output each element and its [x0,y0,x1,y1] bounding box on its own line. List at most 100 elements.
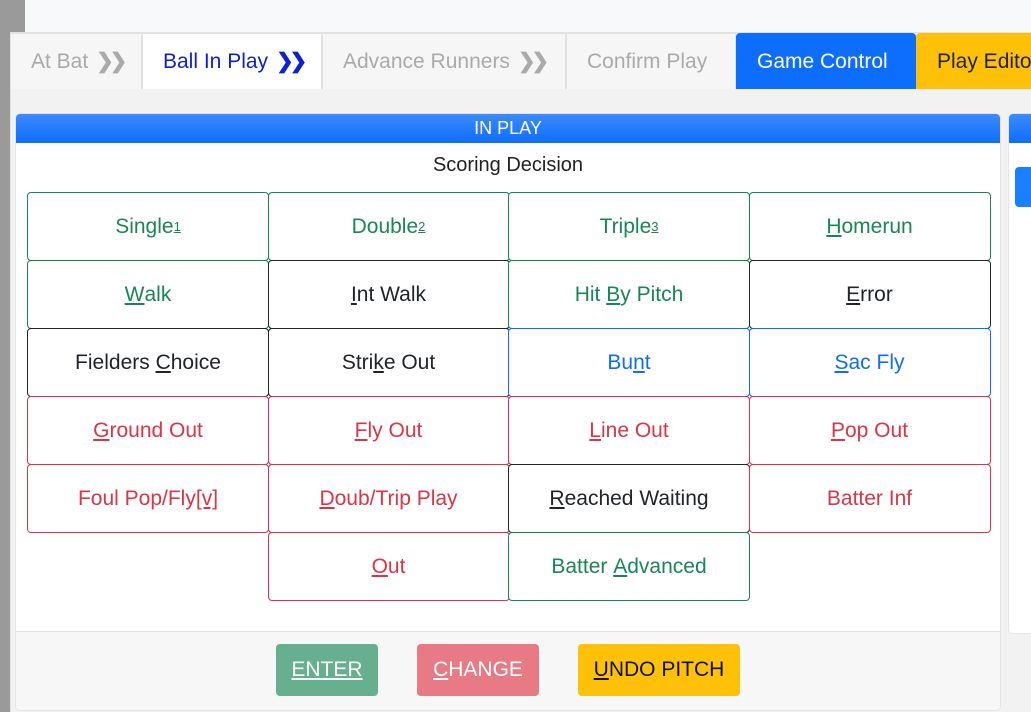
undo-pitch-button[interactable]: U NDO PITCH [578,644,740,696]
strike-out-button[interactable]: Stri k e Out [267,328,510,397]
label: round Out [109,418,203,442]
tab-confirm-play[interactable]: Confirm Play [566,33,736,89]
label: Single [115,214,174,238]
hotkey: W [124,282,145,306]
label: op Out [844,418,909,442]
hotkey: E [846,282,861,306]
single-button[interactable]: Single 1 [27,192,269,261]
enter-button[interactable]: ENTER [276,644,378,696]
tab-game-control[interactable]: Game Control [736,33,916,89]
hotkey: S [834,350,849,374]
hotkey: D [319,486,335,510]
label: ly Out [367,418,423,442]
label: Batter [551,554,614,578]
scoring-decision-label: Scoring Decision [432,154,584,176]
hotkey: n [633,350,645,374]
hotkey: H [826,214,842,238]
panel-header: IN PLAY [16,114,1000,143]
hotkey: G [93,418,110,442]
hotkey: A [613,554,628,578]
tab-label: Advance Runners [343,49,510,73]
label: Fielders [75,350,156,374]
label: ut [387,554,406,578]
panel-footer: ENTER C HANGE U NDO PITCH [16,631,1000,710]
step-tabs: At Bat ❯❯ Ball In Play ❯❯ Advance Runners ❯❯ C… [10,33,1031,89]
label: oub/Trip Play [334,486,458,510]
tab-at-bat[interactable]: At Bat ❯❯ [10,33,142,89]
tab-ball-in-play[interactable]: Ball In Play ❯❯ [142,33,322,89]
hotkey-number: 3 [651,219,659,234]
label: Batter Inf [826,486,913,510]
hotkey: k [373,350,384,374]
enter-label: ENTER [291,658,363,681]
foul-pop-fly-v-button[interactable]: Foul Pop/Fly [v] [27,464,269,533]
label: Foul Pop/Fly [77,486,196,510]
hotkey-number: 2 [418,219,426,234]
tab-play-editor[interactable]: Play Editor [916,33,1031,89]
tab-label: Confirm Play [587,49,708,73]
double-chevron-icon: ❯❯ [276,50,307,73]
label: omerun [841,214,913,238]
hotkey: C [155,350,171,374]
label: dvanced [627,554,707,578]
change-label: HANGE [448,658,523,681]
in-play-panel: IN PLAY Scoring Decision Single 1 Double 2 T… [15,113,1001,711]
hotkey: [v] [195,486,219,510]
label: nt Walk [356,282,427,306]
hotkey: F [354,418,368,442]
hotkey: O [371,554,388,578]
label: eached Waiting [564,486,709,510]
label: Stri [341,350,374,374]
hotkey-number: 1 [173,219,181,234]
label: Hit [574,282,607,306]
label: e Out [383,350,436,374]
label: t [644,350,651,374]
hotkey: I [350,282,357,306]
double-chevron-icon: ❯❯ [96,50,127,73]
undo-hotkey: U [593,658,609,681]
hotkey: R [549,486,565,510]
label: y Pitch [620,282,684,306]
double-chevron-icon: ❯❯ [517,50,549,73]
label: Triple [599,214,652,238]
change-hotkey: C [433,658,449,681]
hotkey: B [606,282,621,306]
hotkey: L [589,418,601,442]
undo-label: NDO PITCH [608,658,725,681]
tab-label: Ball In Play [163,49,269,73]
label: Double [351,214,419,238]
label: rror [860,282,893,306]
batter-inf-button[interactable]: Batter Inf [748,464,991,533]
tab-label: Game Control [757,49,888,73]
right-panel-button[interactable] [1015,167,1031,207]
top-bar [25,0,1031,32]
label: alk [144,282,172,306]
right-panel-partial [1008,113,1031,634]
label: Bu [607,350,634,374]
triple-button[interactable]: Triple 3 [508,192,750,261]
label: hoice [170,350,221,374]
label: ine Out [600,418,669,442]
tab-label: At Bat [31,49,89,73]
change-button[interactable]: C HANGE [417,644,539,696]
bunt-button[interactable]: Bu n t [508,328,750,397]
double-button[interactable]: Double 2 [267,192,510,261]
tab-advance-runners[interactable]: Advance Runners ❯❯ [322,33,566,89]
label: ac Fly [848,350,905,374]
tab-label: Play Editor [937,49,1031,73]
